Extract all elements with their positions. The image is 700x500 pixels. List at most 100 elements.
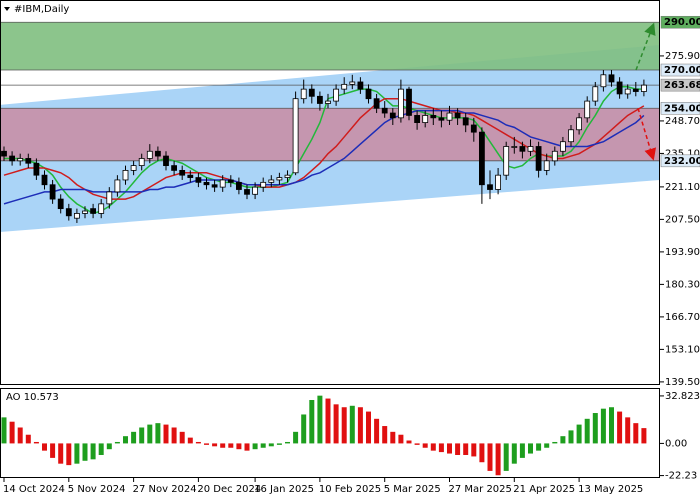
candle-body xyxy=(592,86,599,102)
candle-body xyxy=(478,131,485,186)
ao-bar xyxy=(212,443,218,447)
menu-icon xyxy=(4,7,10,11)
ao-bar xyxy=(195,441,201,444)
x-tick-label: 5 Nov 2024 xyxy=(68,484,126,495)
level-label: 263.68 xyxy=(664,80,700,91)
ao-bar xyxy=(293,431,299,444)
candle-body xyxy=(171,165,178,171)
candle-body xyxy=(163,155,169,167)
candle-body xyxy=(179,169,186,176)
candle-body xyxy=(203,181,210,186)
x-tick-label: 5 Mar 2025 xyxy=(384,484,441,495)
x-tick-label: 13 May 2025 xyxy=(578,484,643,495)
ao-bar xyxy=(374,418,380,444)
candle-body xyxy=(495,174,502,190)
candle-body xyxy=(503,146,510,176)
candle-body xyxy=(74,213,80,219)
y-tick-label: -22.23 xyxy=(665,471,697,482)
ao-bar xyxy=(155,423,161,444)
ao-bar xyxy=(560,436,566,444)
candle-body xyxy=(616,81,623,95)
ao-bar xyxy=(9,421,15,444)
candle-body xyxy=(25,158,32,164)
y-tick-label: 180.30 xyxy=(665,279,700,290)
candle-body xyxy=(365,88,372,100)
candle-body xyxy=(341,83,348,90)
ao-bar xyxy=(568,430,574,444)
zone xyxy=(0,22,660,71)
y-tick-label: 248.70 xyxy=(665,116,700,127)
candle-body xyxy=(138,158,145,167)
candle-body xyxy=(187,174,194,178)
candle-body xyxy=(551,150,558,162)
y-tick-label: 275.90 xyxy=(665,51,700,62)
candle-body xyxy=(195,177,202,183)
candle-body xyxy=(252,186,259,195)
level-label-box xyxy=(660,154,700,168)
candle-body xyxy=(325,100,331,104)
y-tick-label: 221.10 xyxy=(665,182,700,193)
candle-body xyxy=(33,162,40,176)
candle-body xyxy=(389,112,396,119)
candle-body xyxy=(600,74,607,88)
candle-body xyxy=(519,146,526,152)
y-tick-label: 166.70 xyxy=(665,312,700,323)
candle-body xyxy=(268,179,275,183)
candle-body xyxy=(65,208,72,217)
candle-body xyxy=(560,141,566,152)
candle-body xyxy=(454,112,461,119)
candle-body xyxy=(235,181,242,190)
axes: 275.90 248.70 235.10 221.10 207.50 193.90 180.… xyxy=(3,0,700,495)
ao-bar xyxy=(285,441,290,444)
ao-bar xyxy=(600,408,606,444)
ao-bar xyxy=(447,443,452,454)
ao-bar xyxy=(260,443,266,448)
ao-bar xyxy=(276,443,282,445)
y-tick-label: 207.50 xyxy=(665,214,700,225)
ao-bar xyxy=(487,443,493,471)
ao-bar xyxy=(357,407,363,444)
candle-body xyxy=(543,160,550,171)
ao-bar xyxy=(414,443,420,445)
candle-body xyxy=(641,84,647,92)
ao-bar xyxy=(114,441,120,444)
candle-body xyxy=(244,189,250,195)
ao-bar xyxy=(438,443,444,453)
candle-body xyxy=(576,117,582,131)
ao-bar xyxy=(228,443,234,448)
candle-body xyxy=(511,146,518,148)
x-tick-label: 16 Jan 2025 xyxy=(254,484,314,495)
ao-bar xyxy=(430,443,436,451)
ao-bar xyxy=(390,431,396,444)
level-label: 270.00 xyxy=(664,65,700,76)
candle-body xyxy=(122,169,129,181)
ao-bar xyxy=(66,443,72,466)
x-tick-label: 14 Oct 2024 xyxy=(3,484,65,495)
ao-bar xyxy=(42,443,47,451)
x-tick-label: 27 Nov 2024 xyxy=(133,484,197,495)
level-label-box xyxy=(660,63,700,77)
ao-bar xyxy=(33,441,39,444)
price-frame xyxy=(0,0,660,385)
ao-bar xyxy=(471,443,477,457)
candle-body xyxy=(487,184,493,190)
level-label-box xyxy=(660,15,700,29)
y-tick-label: 139.50 xyxy=(665,377,700,388)
ao-bar xyxy=(58,443,64,464)
candle-body xyxy=(568,129,574,143)
candle-body xyxy=(527,146,534,152)
candle-body xyxy=(154,150,161,157)
y-tick-label: 153.10 xyxy=(665,344,700,355)
ao-panel xyxy=(1,395,647,476)
candle-body xyxy=(357,81,364,90)
ao-bar xyxy=(333,404,339,444)
candle-body xyxy=(414,115,421,123)
candle-body xyxy=(632,88,639,92)
candle-body xyxy=(49,184,56,200)
arrow-up xyxy=(635,22,656,71)
level-label: 232.00 xyxy=(664,156,700,167)
ao-bar xyxy=(244,443,250,451)
chart-title: #IBM,Daily xyxy=(14,4,69,15)
candle-body xyxy=(57,198,64,210)
candle-body xyxy=(308,88,315,97)
